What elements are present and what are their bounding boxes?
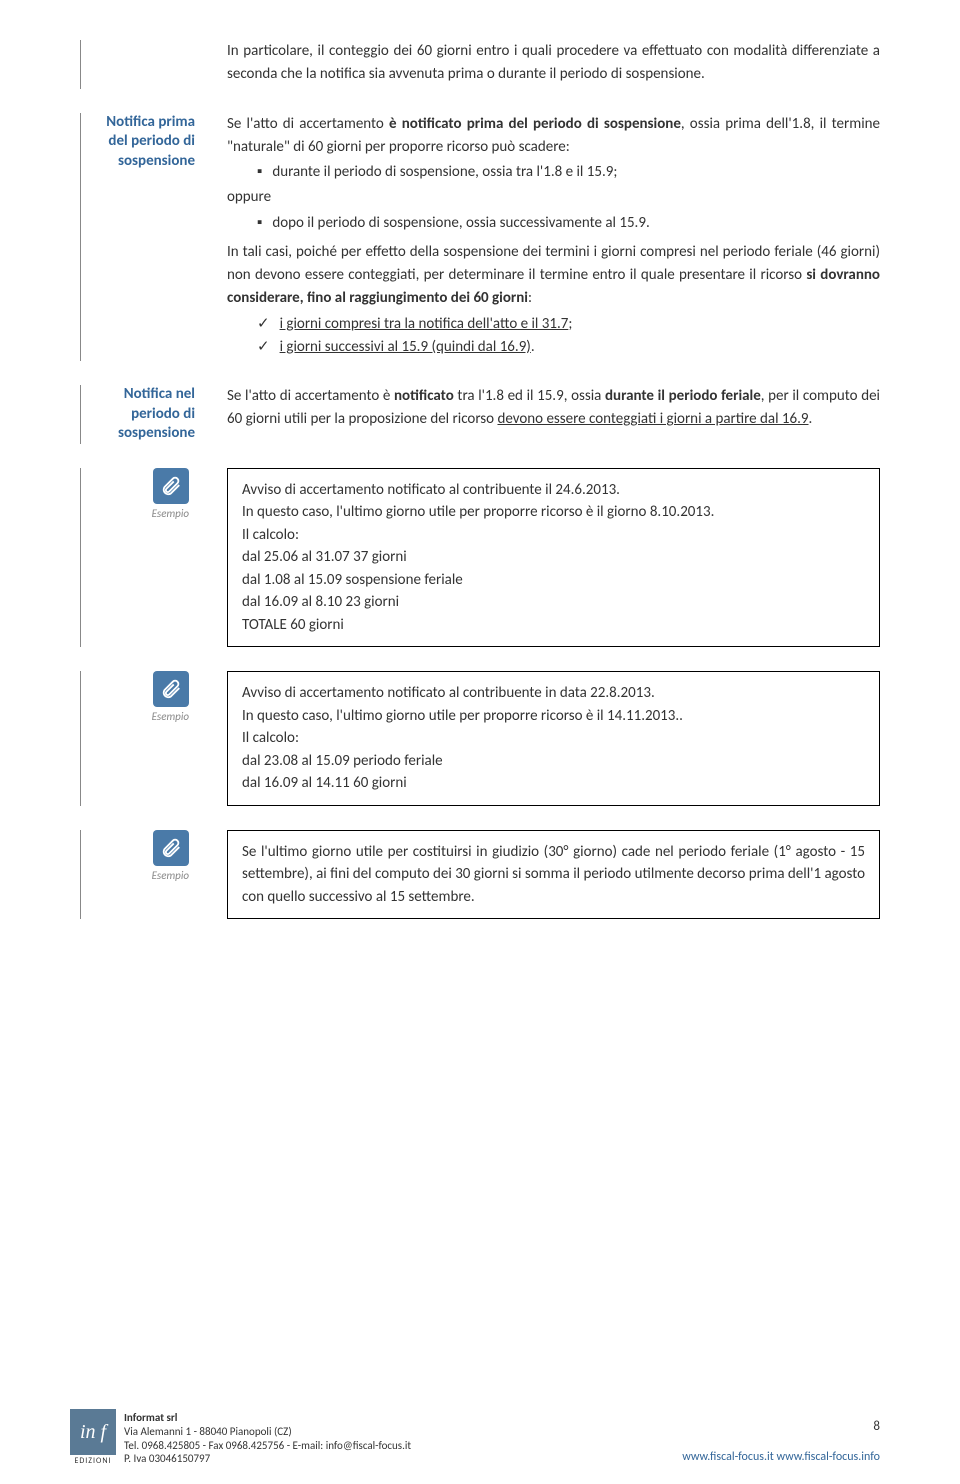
footer-piva: P. Iva 03046150797 (124, 1452, 411, 1466)
s2-p1fg: devono essere conteggiati i giorni a par… (497, 410, 808, 428)
ex1-l4: dal 25.06 al 31.07 37 giorni (242, 546, 865, 569)
footer-company: Informat srl (124, 1411, 411, 1425)
s1-c2b: . (531, 338, 535, 356)
ex1-l7: TOTALE 60 giorni (242, 614, 865, 637)
section1-label: Notifica prima del periodo di sospension… (81, 113, 195, 172)
s1-c1a: i giorni compresi tra la notifica dell'a… (280, 315, 569, 333)
s1-check2: i giorni successivi al 15.9 (quindi dal … (257, 336, 880, 359)
esempio-badge-1: Esempio (81, 468, 195, 520)
example1-box: Avviso di accertamento notificato al con… (227, 468, 880, 648)
s1-bullet2: dopo il periodo di sospensione, ossia su… (257, 212, 880, 235)
page-number: 8 (873, 1419, 880, 1434)
esempio-badge-3: Esempio (81, 830, 195, 882)
s1-c1b: ; (568, 315, 572, 333)
ex1-l3: Il calcolo: (242, 524, 865, 547)
s1-p2c: : (528, 289, 532, 307)
s2-p1g: . (809, 410, 813, 428)
paperclip-icon (153, 671, 189, 707)
paperclip-icon (153, 830, 189, 866)
esempio-badge-2: Esempio (81, 671, 195, 723)
logo-icon: in f (70, 1409, 116, 1455)
ex2-l1: Avviso di accertamento notificato al con… (242, 682, 865, 705)
s1-p1b: è notificato prima del periodo di sospen… (389, 115, 681, 133)
ex1-l2: In questo caso, l'ultimo giorno utile pe… (242, 501, 865, 524)
footer-left: in f EDIZIONI Informat srl Via Alemanni … (70, 1409, 411, 1466)
section2-para1: Se l'atto di accertamento è notificato t… (227, 385, 880, 432)
s1-c2a: i giorni successivi al 15.9 (quindi dal … (280, 338, 531, 356)
intro-text: In particolare, il conteggio dei 60 gior… (227, 40, 880, 87)
s2-p1a: Se l'atto di accertamento è (227, 387, 394, 405)
esempio-label-1: Esempio (152, 507, 189, 520)
ex1-l6: dal 16.09 al 8.10 23 giorni (242, 591, 865, 614)
section1-para1: Se l'atto di accertamento è notificato p… (227, 113, 880, 160)
ex2-l2: In questo caso, l'ultimo giorno utile pe… (242, 705, 865, 728)
s2-p1b: notificato (394, 387, 454, 405)
logo-text: in f (80, 1421, 106, 1444)
paperclip-icon (153, 468, 189, 504)
ex1-l5: dal 1.08 al 15.09 sospensione feriale (242, 569, 865, 592)
s1-p2a: In tali casi, poiché per effetto della s… (227, 243, 880, 284)
footer-addr: Via Alemanni 1 - 88040 Pianopoli (CZ) (124, 1425, 411, 1439)
esempio-label-2: Esempio (152, 710, 189, 723)
s1-bullet1: durante il periodo di sospensione, ossia… (257, 161, 880, 184)
s2-p1c: tra l'1.8 ed il 15.9, ossia (454, 387, 605, 405)
s1-p1a: Se l'atto di accertamento (227, 115, 389, 133)
esempio-label-3: Esempio (152, 869, 189, 882)
s2-p1f: devono essere conteggiati i giorni a par… (497, 410, 808, 428)
s1-oppure: oppure (227, 186, 880, 209)
section1-para2: In tali casi, poiché per effetto della s… (227, 241, 880, 311)
s1-check1: i giorni compresi tra la notifica dell'a… (257, 313, 880, 336)
section2-label: Notifica nel periodo di sospensione (81, 385, 195, 444)
ex2-l4: dal 23.08 al 15.09 periodo feriale (242, 750, 865, 773)
example3-box: Se l'ultimo giorno utile per costituirsi… (227, 830, 880, 920)
s2-p1d: durante il periodo feriale (605, 387, 761, 405)
ex2-l3: Il calcolo: (242, 727, 865, 750)
ex1-l1: Avviso di accertamento notificato al con… (242, 479, 865, 502)
example2-box: Avviso di accertamento notificato al con… (227, 671, 880, 806)
footer-tel: Tel. 0968.425805 - Fax 0968.425756 - E-m… (124, 1439, 411, 1453)
ex2-l5: dal 16.09 al 14.11 60 giorni (242, 772, 865, 795)
footer-site: www.fiscal-focus.it www.fiscal-focus.inf… (682, 1450, 880, 1464)
edizioni-label: EDIZIONI (70, 1456, 116, 1466)
ex3-text: Se l'ultimo giorno utile per costituirsi… (242, 841, 865, 909)
